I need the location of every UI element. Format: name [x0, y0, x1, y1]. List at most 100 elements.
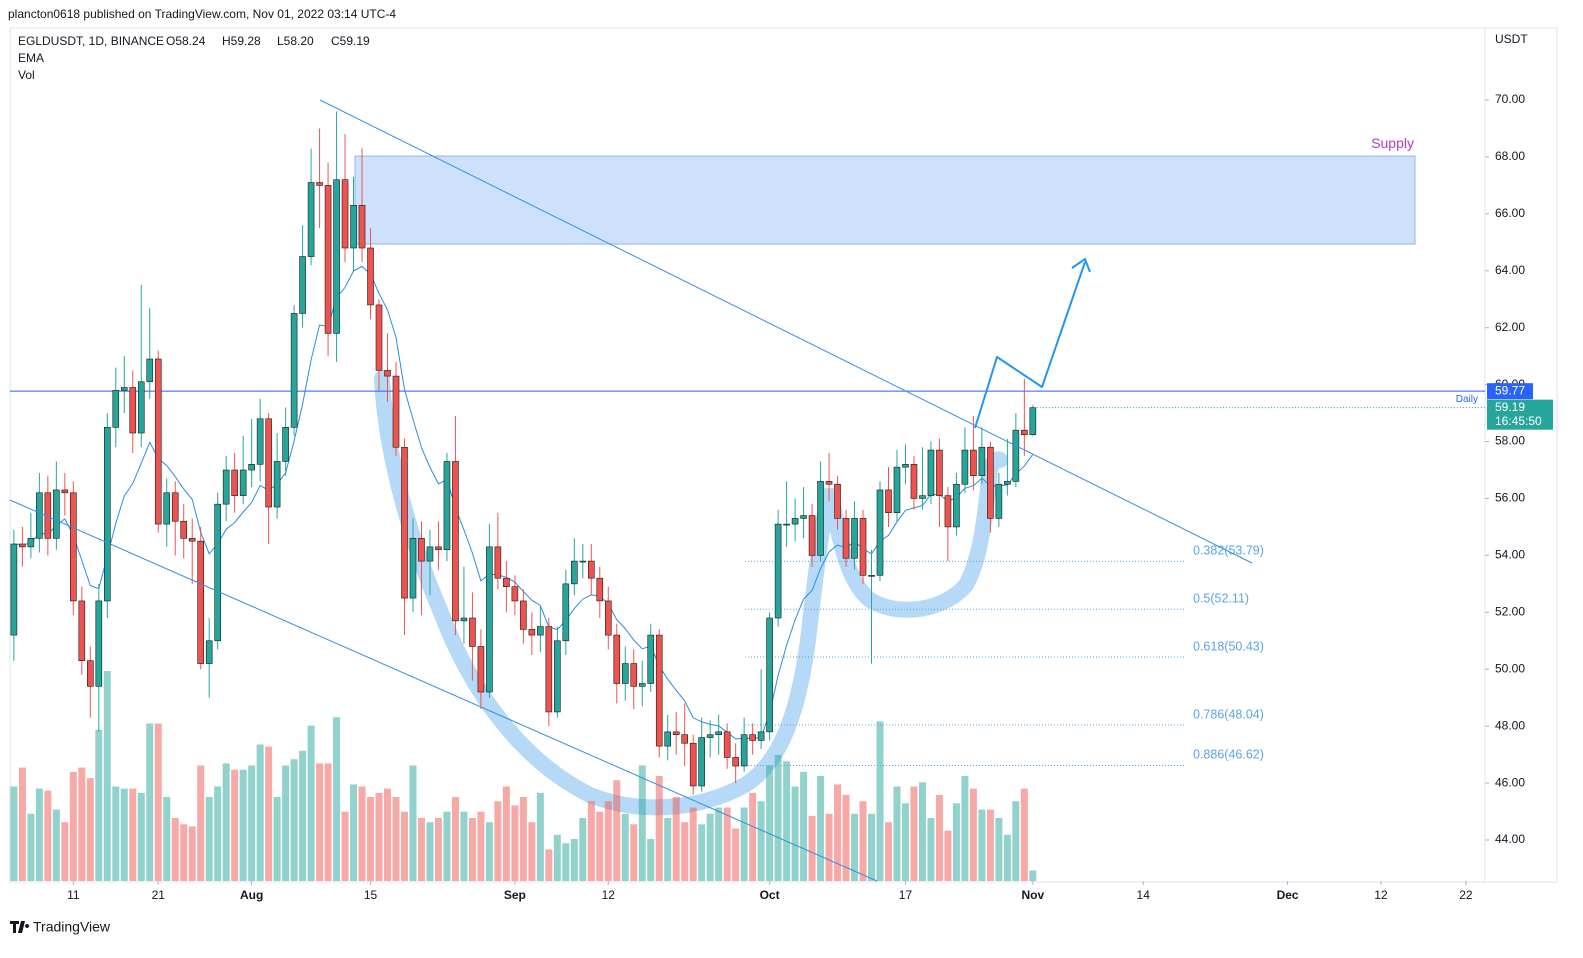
candle-body	[562, 583, 570, 642]
candle-body	[19, 543, 26, 548]
volume-bar	[1029, 870, 1037, 881]
candle-body	[239, 469, 247, 496]
volume-bar	[783, 761, 791, 881]
volume-bar	[800, 771, 808, 881]
volume-bar	[409, 765, 417, 881]
volume-bar	[477, 811, 485, 881]
volume-bar	[732, 828, 740, 881]
candle-body	[163, 492, 171, 525]
logo-icon	[10, 921, 30, 933]
candle-body	[53, 489, 60, 539]
volume-bar	[927, 818, 935, 881]
y-tick-label: 50.00	[1495, 661, 1525, 675]
volume-bar	[842, 794, 850, 881]
volume-bar	[1012, 801, 1020, 881]
volume-bar	[655, 776, 663, 881]
volume-bar	[910, 786, 918, 881]
volume-bar	[766, 765, 774, 881]
candle-body	[248, 464, 255, 471]
candle-body	[723, 731, 731, 758]
volume-bar	[358, 786, 366, 881]
level-label: Daily	[1456, 394, 1478, 405]
volume-bar	[35, 788, 43, 881]
volume-bar	[367, 797, 375, 881]
volume-bar	[443, 811, 451, 881]
frame	[9, 27, 1558, 883]
candle-body	[953, 483, 960, 528]
candle-body	[197, 540, 204, 664]
candle-body	[647, 634, 655, 684]
volume-bar	[630, 824, 638, 881]
candle-body	[154, 358, 162, 525]
candle-body	[443, 461, 451, 551]
candle-body	[936, 449, 943, 496]
symbol: EGLDUSDT, 1D, BINANCE	[18, 34, 164, 48]
candle-body	[180, 520, 188, 539]
volume-bar	[299, 750, 307, 881]
indicator-label: Vol	[18, 68, 35, 82]
candle-body	[341, 179, 349, 249]
volume-bar	[78, 767, 86, 881]
volume-bar	[681, 822, 689, 881]
volume-bar	[197, 765, 205, 881]
ohlc-value: C59.19	[331, 34, 370, 48]
volume-bar	[528, 822, 536, 881]
volume-bar	[384, 788, 392, 881]
candle-body	[469, 617, 476, 647]
candle-body	[681, 734, 689, 744]
volume-bar	[27, 813, 35, 881]
volume-bar	[307, 725, 315, 881]
volume-bar	[256, 744, 264, 881]
candle-body	[418, 538, 425, 562]
volume-bar	[613, 780, 621, 881]
volume-bar	[324, 763, 332, 881]
countdown: 16:45:50	[1495, 414, 1542, 428]
volume-bar	[273, 797, 281, 881]
candle-body	[435, 546, 442, 551]
candle-body	[384, 370, 391, 377]
volume-bar	[10, 786, 18, 881]
candle-body	[256, 418, 264, 465]
volume-bar	[451, 797, 459, 881]
volume-bar	[163, 797, 171, 881]
candle-body	[749, 734, 756, 741]
candle-body	[621, 663, 629, 684]
candle-body	[273, 461, 281, 508]
candle-body	[316, 182, 323, 186]
x-tick-label: Nov	[1022, 888, 1045, 902]
candle-body	[528, 629, 536, 636]
x-tick-label: Oct	[760, 888, 780, 902]
candle-body	[689, 742, 697, 787]
volume-bar	[706, 813, 714, 881]
plot: Supply 0.382(53.79) 0.5(52.11) 0.618(50.43)…	[10, 111, 1485, 881]
candle-body	[10, 543, 18, 636]
y-tick-label: 52.00	[1495, 604, 1525, 618]
candle-body	[664, 731, 672, 747]
candle-body	[613, 634, 621, 684]
candle-body	[1021, 429, 1028, 436]
volume-bar	[596, 811, 604, 881]
candle-body	[333, 179, 340, 334]
volume-bar	[86, 778, 94, 881]
cup-highlight	[374, 370, 1008, 816]
candle-body	[324, 185, 332, 334]
x-tick-label: 12	[1374, 888, 1388, 902]
volume-bar	[188, 826, 196, 881]
volume-bar	[52, 809, 60, 881]
volume-bar	[400, 811, 408, 881]
candle-body	[808, 515, 816, 556]
candle-body	[825, 481, 833, 485]
x-tick-label: 22	[1459, 888, 1473, 902]
volume-bar	[978, 809, 986, 881]
candle-body	[265, 418, 272, 508]
volume-bar	[375, 792, 383, 881]
candle-body	[477, 646, 485, 693]
candle-body	[511, 586, 519, 602]
volume-bar	[214, 786, 222, 881]
candle-body	[587, 560, 595, 579]
x-tick-label: 11	[67, 888, 80, 902]
candle-body	[851, 518, 858, 559]
supply-zone	[354, 155, 1416, 245]
volume-bar	[749, 792, 757, 881]
volume-bar	[146, 723, 154, 881]
